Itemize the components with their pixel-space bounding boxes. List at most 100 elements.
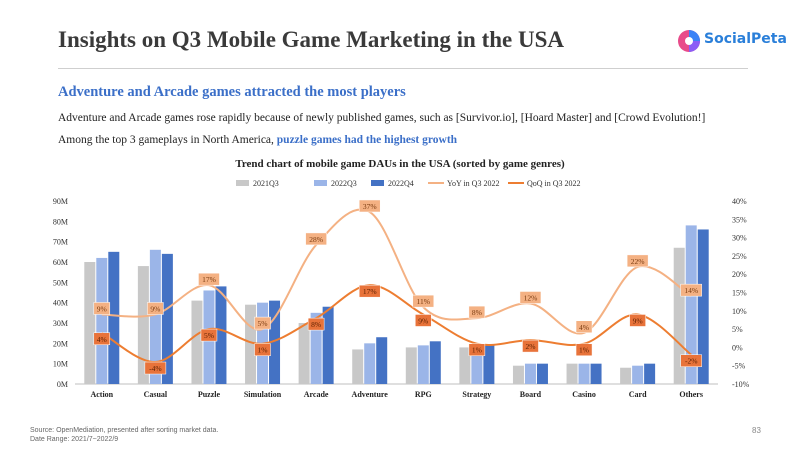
legend-label: 2022Q3 [331,179,357,188]
yoy-data-label: 5% [258,319,268,328]
bar-2022q4 [536,363,548,384]
socialpeta-logo: SocialPeta [676,28,787,54]
right-axis-tick-label: -10% [732,380,750,389]
bar-2022q4 [108,251,120,384]
date-range-note: Date Range: 2021/7~2022/9 [30,436,119,443]
category-label: Casual [144,390,168,399]
legend-swatch [371,180,384,186]
page-number: 83 [752,426,761,435]
title-divider [58,68,748,69]
legend-swatch [236,180,249,186]
yoy-data-label: 22% [631,257,645,266]
qoq-data-label: 17% [363,287,377,296]
bar-2022q3 [417,345,429,384]
left-axis-tick-label: 90M [53,197,68,206]
yoy-data-label-box [626,254,649,268]
left-axis-tick-label: 10M [53,360,68,369]
yoy-data-label-box [575,320,593,334]
bar-2022q3 [471,347,483,384]
category-label: Simulation [244,390,282,399]
qoq-data-label-box [680,354,702,367]
right-axis-tick-label: 10% [732,307,747,316]
category-label: Card [629,390,647,399]
left-axis-tick-label: 50M [53,278,68,287]
bar-2021q3 [620,367,632,384]
source-note: Source: OpenMediation, presented after s… [30,427,219,434]
bar-2021q3 [566,363,578,384]
right-axis-tick-label: 0% [732,343,743,352]
yoy-data-label: 8% [472,308,482,317]
dau-trend-chart: Trend chart of mobile game DAUs in the U… [53,158,750,399]
qoq-data-label: 1% [258,346,268,355]
bar-2022q4 [697,229,709,384]
qoq-data-label-box [93,332,111,346]
insight-line-2-highlight: puzzle games had the highest growth [276,134,458,146]
yoy-data-label: 17% [202,275,216,284]
bar-2021q3 [673,247,685,384]
qoq-data-label: 2% [525,342,535,351]
bar-2022q4 [644,363,656,384]
yoy-data-label: 14% [684,286,698,295]
right-axis-tick-label: 20% [732,270,747,279]
qoq-data-label-box [200,328,218,342]
legend-label: QoQ in Q3 2022 [527,179,581,188]
bar-2021q3 [459,347,471,384]
legend-swatch [314,180,327,186]
yoy-data-label: 12% [524,293,538,302]
yoy-data-label-box [254,316,271,330]
right-axis-tick-label: 15% [732,289,747,298]
bar-2022q4 [376,337,388,384]
yoy-data-label-box [93,302,111,315]
left-axis-tick-label: 0M [57,380,68,389]
yoy-data-label-box [358,199,381,213]
right-axis-tick-label: 25% [732,252,747,261]
right-axis-tick-label: -5% [732,362,746,371]
bar-2022q3 [310,312,322,384]
qoq-data-label-box [629,314,646,327]
bar-2022q3 [524,363,536,384]
yoy-data-label: 9% [97,304,107,313]
logo-text: SocialPeta [704,31,787,47]
section-subtitle: Adventure and Arcade games attracted the… [58,84,406,100]
bar-2022q3 [632,365,644,384]
qoq-data-label-box [358,284,381,298]
yoy-data-label: 28% [309,235,323,244]
category-label: Others [679,390,703,399]
qoq-data-label-box [415,314,432,327]
category-label: Action [90,390,113,399]
yoy-data-label-box [198,272,220,286]
qoq-data-label: 1% [472,346,482,355]
yoy-data-label-box [468,305,486,319]
legend-label: YoY in Q3 2022 [447,179,499,188]
right-axis-tick-label: 35% [732,215,747,224]
right-axis-tick-label: 30% [732,234,747,243]
qoq-data-label-box [468,343,486,356]
insight-line-2: Among the top 3 gameplays in North Ameri… [58,134,457,146]
left-axis-tick-label: 30M [53,319,68,328]
bar-2022q4 [483,345,495,384]
qoq-data-label: 4% [97,335,107,344]
category-label: Board [520,390,542,399]
bar-2022q3 [364,343,376,384]
category-label: Strategy [462,390,491,399]
yoy-data-label-box [519,291,542,304]
bar-2021q3 [245,304,257,384]
qoq-data-label-box [144,361,167,375]
qoq-data-label: 1% [579,346,589,355]
insight-line-2-prefix: Among the top 3 gameplays in North Ameri… [58,134,277,146]
legend-label: 2021Q3 [253,179,279,188]
logo-mark-icon [678,30,700,52]
yoy-data-label: 4% [579,323,589,332]
bar-2022q3 [685,225,697,384]
page-title: Insights on Q3 Mobile Game Marketing in … [58,27,565,52]
left-axis-tick-label: 20M [53,339,68,348]
qoq-data-label: -2% [685,357,698,366]
footer-notes: Source: OpenMediation, presented after s… [30,426,218,444]
qoq-data-label: 9% [418,316,428,325]
bar-2021q3 [352,349,364,384]
qoq-data-label: 9% [633,316,643,325]
bar-2022q4 [590,363,602,384]
qoq-data-label: 8% [311,320,321,329]
yoy-data-label-box [412,294,435,308]
right-axis-tick-label: 5% [732,325,743,334]
